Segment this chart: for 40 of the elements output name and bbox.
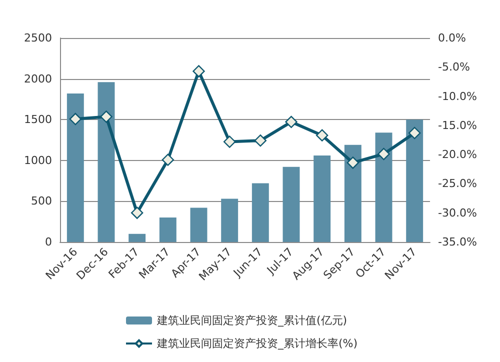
bar	[66, 93, 84, 242]
bar	[375, 132, 392, 242]
y2-tick-label: -20.0%	[438, 148, 477, 162]
point	[130, 206, 144, 219]
y-tick-label: 0	[45, 236, 52, 248]
point	[69, 112, 82, 126]
bar	[190, 208, 208, 242]
point	[285, 116, 298, 128]
y-tick-label: 1500	[24, 113, 52, 126]
y2-tick-label: -25.0%	[438, 177, 477, 190]
y2-tick-label: 0.0%	[438, 32, 466, 44]
y2-tick-label: -15.0%	[438, 118, 477, 132]
bar	[221, 198, 238, 242]
y2-tick-label: -35.0%	[438, 236, 477, 248]
bar	[314, 156, 331, 242]
legend-label: 建筑业民间固定资产投资_累计增长率(%)	[156, 337, 358, 350]
point	[346, 156, 360, 169]
bar	[282, 166, 300, 242]
bar	[406, 120, 424, 242]
point	[408, 126, 421, 140]
y2-tick-label: -30.0%	[438, 206, 477, 220]
y-tick-label: 2500	[24, 32, 52, 44]
bar	[98, 82, 115, 242]
bar	[159, 218, 176, 242]
y-tick-label: 1000	[24, 154, 52, 167]
point	[316, 129, 328, 142]
y2-tick-label: -5.0%	[438, 60, 470, 74]
point	[223, 136, 236, 148]
point	[192, 65, 205, 78]
point	[378, 148, 390, 160]
bar	[344, 144, 362, 242]
point	[100, 110, 112, 123]
y2-tick-label: -10.0%	[438, 90, 477, 103]
y-tick-label: 500	[31, 194, 52, 208]
point	[254, 134, 267, 147]
legend-label: 建筑业民间固定资产投资_累计值(亿元)	[156, 314, 348, 327]
point	[162, 154, 174, 166]
y-tick-label: 2000	[24, 72, 52, 86]
bar	[128, 234, 146, 242]
bar	[252, 183, 269, 242]
